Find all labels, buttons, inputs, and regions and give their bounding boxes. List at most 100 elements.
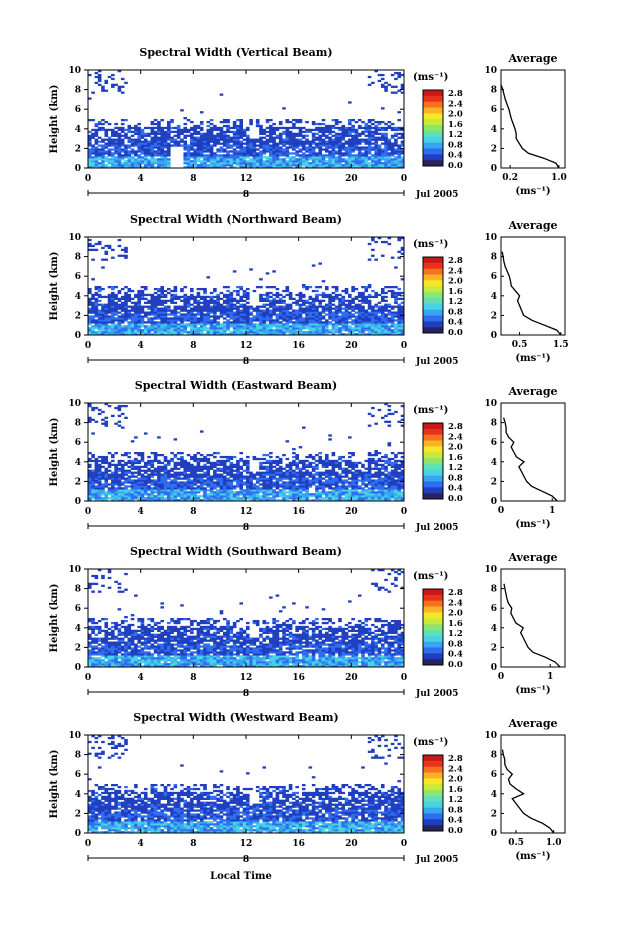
heatmap-cell (160, 493, 165, 496)
heatmap-cell (397, 495, 402, 498)
heatmap-cell (213, 289, 217, 293)
heatmap-cell (390, 311, 395, 314)
heatmap-cell (229, 483, 234, 486)
heatmap-cell (137, 122, 141, 126)
heatmap-cell (157, 313, 161, 316)
heatmap-cell (338, 475, 342, 478)
heatmap-cell (282, 481, 286, 484)
heatmap-cell (384, 495, 388, 498)
heatmap-cell (298, 166, 303, 169)
heatmap-cell (209, 128, 214, 132)
heatmap-cell (344, 487, 349, 490)
heatmap-cell (371, 148, 375, 151)
heatmap-cell (262, 142, 267, 145)
heatmap-cell (374, 142, 378, 145)
heatmap-cell (120, 307, 125, 310)
heatmap-cell (163, 152, 168, 155)
heatmap-cell (153, 489, 158, 492)
heatmap-cell (384, 134, 388, 137)
heatmap-cell (301, 323, 306, 326)
heatmap-cell (318, 154, 323, 157)
heatmap-cell (374, 475, 378, 478)
heatmap-cell (334, 329, 339, 332)
heatmap-cell (262, 317, 267, 320)
heatmap-cell (143, 497, 148, 500)
heatmap-cell (107, 303, 112, 306)
heatmap-cell (153, 495, 158, 498)
heatmap-cell (167, 495, 171, 498)
heatmap-cell (311, 303, 316, 306)
heatmap-cell (236, 299, 240, 302)
heatmap-cell (298, 497, 303, 500)
heatmap-cell (111, 83, 115, 86)
heatmap-cell (143, 297, 148, 301)
heatmap-cell (371, 238, 375, 242)
heatmap-cell (380, 313, 385, 316)
heatmap-cell (255, 309, 260, 312)
heatmap-cell (88, 323, 92, 326)
heatmap-cell (249, 487, 253, 490)
heatmap-cell (173, 499, 178, 502)
heatmap-cell (117, 487, 122, 490)
heatmap-cell (249, 321, 253, 324)
heatmap-cell (183, 140, 188, 143)
heatmap-cell (255, 124, 260, 128)
heatmap-cell (229, 130, 234, 134)
heatmap-cell (196, 291, 201, 295)
heatmap-cell (278, 126, 283, 130)
heatmap-cell (124, 329, 128, 332)
heatmap-cell (371, 295, 375, 299)
heatmap-cell (357, 140, 362, 143)
heatmap-cell (167, 481, 171, 484)
heatmap-cell (282, 309, 286, 312)
heatmap-cell (239, 148, 244, 151)
heatmap-cell (249, 140, 253, 143)
heatmap-cell (97, 122, 102, 126)
heatmap-cell (318, 128, 323, 132)
heatmap-cell (226, 303, 230, 306)
heatmap-cell (262, 146, 267, 149)
heatmap-cell (91, 303, 95, 306)
heatmap-cell (341, 301, 346, 304)
heatmap-cell (157, 485, 161, 488)
heatmap-cell (301, 134, 306, 137)
heatmap-cell (311, 150, 316, 153)
heatmap-cell (153, 138, 158, 141)
heatmap-cell (377, 323, 382, 326)
heatmap-cell (163, 154, 168, 157)
heatmap-cell (282, 164, 286, 167)
heatmap-cell (321, 481, 326, 484)
heatmap-cell (226, 329, 230, 332)
heatmap-cell (222, 138, 227, 141)
heatmap-cell (140, 485, 145, 488)
x-tick-label: 8 (190, 341, 196, 351)
heatmap-cell (163, 477, 168, 480)
y-axis-label: Height (km) (49, 85, 60, 154)
heatmap-cell (246, 485, 250, 488)
heatmap-cell (94, 130, 99, 134)
heatmap-cell (117, 497, 122, 500)
heatmap-cell (374, 319, 378, 322)
profile-y-tick-label: 10 (484, 233, 497, 243)
heatmap-cell (94, 485, 99, 488)
heatmap-cell (371, 158, 375, 161)
heatmap-cell (338, 162, 342, 165)
heatmap-cell (380, 331, 385, 334)
heatmap-cell (348, 311, 352, 314)
heatmap-cell (104, 473, 109, 476)
heatmap-cell (229, 333, 234, 336)
heatmap-cell (160, 495, 165, 498)
heatmap-cell (193, 126, 197, 130)
heatmap-cell (397, 250, 402, 253)
heatmap-cell (282, 132, 286, 135)
heatmap-cell (143, 315, 148, 318)
heatmap-cell (390, 477, 395, 480)
heatmap-cell (104, 495, 109, 498)
heatmap-cell (390, 136, 395, 139)
heatmap-cell (173, 475, 178, 478)
heatmap-cell (226, 160, 230, 163)
heatmap-cell (91, 483, 95, 486)
heatmap-cell (101, 303, 105, 306)
heatmap-cell (278, 305, 283, 308)
heatmap-cell (259, 132, 263, 135)
